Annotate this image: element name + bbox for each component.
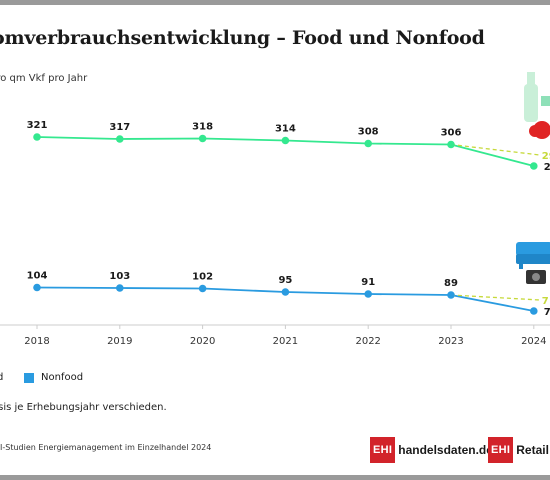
brand-text: Retail I	[516, 443, 550, 457]
data-point-food	[281, 136, 290, 145]
data-point-food	[447, 140, 455, 149]
projection-label-nonfood: 7	[542, 296, 549, 307]
data-label-nonfood: 104	[27, 271, 48, 282]
data-point-food	[530, 162, 538, 170]
data-point-food	[116, 135, 124, 143]
series-nonfood: 7 104 103 102 95 91 89 7	[27, 271, 550, 319]
data-label-nonfood: 102	[192, 272, 213, 283]
camera-icon	[526, 270, 546, 284]
projection-line-food	[450, 143, 540, 156]
data-label-food: 321	[27, 120, 48, 131]
x-tick-label: 2023	[438, 336, 463, 347]
x-tick-marks	[36, 325, 535, 329]
legend-label-nonfood: Nonfood	[41, 372, 84, 383]
data-point-nonfood	[530, 307, 538, 315]
projection-line-nonfood	[450, 294, 540, 301]
data-point-nonfood	[116, 284, 124, 292]
data-point-nonfood	[281, 288, 290, 296]
data-label-nonfood: 89	[444, 278, 458, 289]
data-label-nonfood: 7	[544, 307, 550, 318]
legend-label-food: d	[0, 372, 4, 383]
x-tick-label: 2020	[190, 336, 215, 347]
chart-subtitle: pro qm Vkf pro Jahr	[0, 73, 88, 84]
brand-handelsdaten[interactable]: EHI handelsdaten.de	[370, 436, 493, 464]
data-label-nonfood: 91	[361, 277, 375, 288]
data-label-food: 318	[192, 122, 213, 133]
footnote: asis je Erhebungsjahr verschieden.	[0, 402, 167, 413]
data-point-nonfood	[198, 284, 207, 293]
brand-logo-box: EHI	[370, 437, 396, 463]
x-tick-label: 2021	[273, 336, 298, 347]
data-label-food: 28	[544, 162, 550, 173]
x-tick-label: 2018	[24, 336, 49, 347]
bottom-border	[0, 475, 550, 480]
series-food: 29 321 317 318 314 308 306 28	[27, 120, 550, 173]
legend-swatch-nonfood	[24, 372, 34, 383]
sofa-icon	[516, 242, 550, 269]
x-tick-labels: 2018 2019 2020 2021 2022 2023 2024	[24, 336, 546, 347]
chart-title: omverbrauchsentwicklung – Food und Nonfo…	[0, 27, 485, 49]
data-point-food	[364, 139, 373, 148]
x-tick-label: 2019	[107, 336, 132, 347]
data-point-food	[198, 134, 207, 143]
data-label-food: 306	[441, 128, 462, 139]
x-tick-label: 2024	[521, 336, 546, 347]
data-label-nonfood: 103	[109, 271, 130, 282]
source-note: HI-Studien Energiemanagement im Einzelha…	[0, 443, 212, 452]
top-border	[0, 0, 550, 5]
brand-logo-box: EHI	[488, 437, 514, 463]
data-label-food: 317	[109, 122, 130, 133]
x-tick-label: 2022	[355, 336, 380, 347]
series-layer: 29 321 317 318 314 308 306 28 7 104 103 102 95 91 89 7	[27, 120, 550, 318]
legend-item-nonfood: Nonfood	[24, 372, 83, 383]
data-point-nonfood	[364, 290, 373, 298]
data-point-nonfood	[447, 291, 455, 299]
data-label-nonfood: 95	[278, 275, 292, 286]
legend-item-food: d	[0, 372, 3, 383]
data-label-food: 314	[275, 124, 296, 135]
data-point-nonfood	[33, 283, 41, 292]
apple-icon	[529, 121, 550, 139]
data-point-food	[33, 133, 41, 141]
brand-retail-institute[interactable]: EHI Retail I	[488, 436, 550, 464]
projection-label-food: 29	[542, 151, 550, 162]
data-label-food: 308	[358, 127, 379, 138]
brand-text: handelsdaten.de	[398, 443, 493, 457]
bottle-icon	[524, 72, 550, 122]
